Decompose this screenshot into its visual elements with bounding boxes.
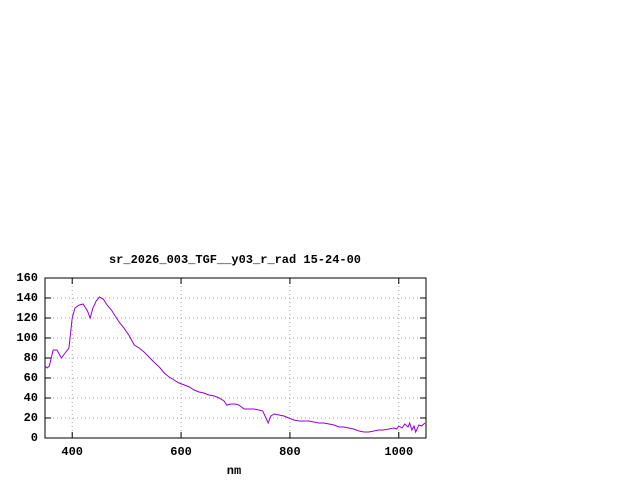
data-line: [44, 296, 426, 434]
x-tick-label: 800: [279, 445, 301, 459]
y-tick-label: 20: [24, 411, 38, 425]
y-tick-label: 100: [16, 331, 38, 345]
y-tick-label: 140: [16, 291, 38, 305]
x-tick-label: 1000: [384, 445, 413, 459]
x-axis-label: nm: [227, 464, 241, 478]
x-tick-label: 600: [170, 445, 192, 459]
y-tick-label: 160: [16, 271, 38, 285]
y-tick-label: 80: [24, 351, 38, 365]
y-tick-label: 60: [24, 371, 38, 385]
chart-title: sr_2026_003_TGF__y03_r_rad 15-24-00: [109, 253, 361, 267]
y-tick-label: 40: [24, 391, 38, 405]
y-tick-label: 120: [16, 311, 38, 325]
y-tick-label: 0: [31, 431, 38, 445]
plot-frame: [44, 277, 427, 439]
x-tick-label: 400: [61, 445, 83, 459]
